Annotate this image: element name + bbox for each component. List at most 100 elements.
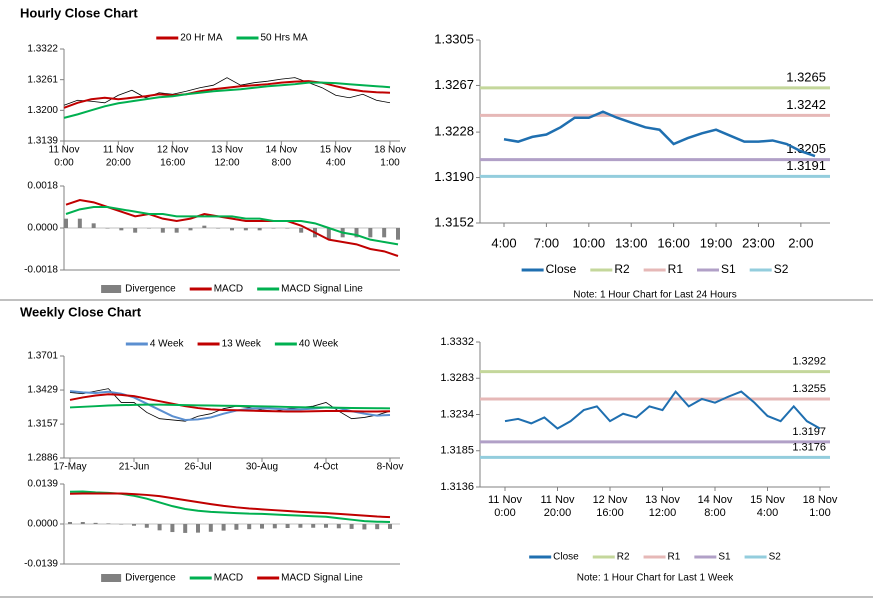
level-label: 1.3205 xyxy=(786,141,826,156)
y-tick-label: 1.3234 xyxy=(440,408,474,420)
legend-label: Close xyxy=(546,262,577,276)
x-tick-label: 11 Nov xyxy=(103,145,134,156)
divergence-bar xyxy=(174,228,179,233)
x-tick-label: 4:00 xyxy=(491,235,516,250)
y-tick-label: 1.3261 xyxy=(27,74,58,85)
legend-label: S1 xyxy=(718,552,731,563)
y-tick-label: 1.2886 xyxy=(27,453,58,464)
divergence-bar xyxy=(183,524,188,533)
legend-label: 13 Week xyxy=(222,339,262,350)
legend-label: MACD Signal Line xyxy=(281,573,363,584)
x-tick-label: 12 Nov xyxy=(593,494,628,506)
x-tick-label: 30-Aug xyxy=(246,462,278,473)
legend-label: S2 xyxy=(774,262,789,276)
divergence-bar xyxy=(208,524,213,532)
divergence-bar xyxy=(170,524,175,533)
x-tick-label: 13 Nov xyxy=(211,145,243,156)
level-label: 1.3255 xyxy=(792,383,826,395)
divergence-bar xyxy=(160,228,165,233)
x-tick-label: 15 Nov xyxy=(320,145,352,156)
series-line xyxy=(69,403,391,410)
series-line xyxy=(63,80,391,109)
y-tick-label: 1.3429 xyxy=(27,385,58,396)
x-tick-label: 2:00 xyxy=(788,235,813,250)
divergence-bar xyxy=(188,228,193,231)
x-tick-label: 12:00 xyxy=(649,507,677,519)
chart-note: Note: 1 Hour Chart for Last 1 Week xyxy=(577,573,735,584)
x-tick-label: 10:00 xyxy=(573,235,606,250)
x-tick-label: 8:00 xyxy=(272,158,292,169)
divergence-bar xyxy=(257,228,262,231)
close-line xyxy=(69,388,391,422)
legend-label: S2 xyxy=(769,552,782,563)
x-tick-label: 4:00 xyxy=(326,158,346,169)
legend-swatch xyxy=(101,574,122,582)
x-tick-label: 14 Nov xyxy=(698,494,733,506)
divergence-bar xyxy=(216,228,221,229)
legend: Close R2 R1 S1 S2 xyxy=(521,262,789,276)
x-tick-label: 4:00 xyxy=(757,507,778,519)
x-tick-label: 8-Nov xyxy=(377,462,404,473)
x-tick-label: 26-Jul xyxy=(184,462,211,473)
level-label: 1.3197 xyxy=(792,426,826,438)
legend-label: Divergence xyxy=(125,284,176,295)
y-tick-label: -0.0139 xyxy=(24,559,58,570)
divergence-bar xyxy=(243,228,248,231)
legend-label: Divergence xyxy=(125,573,176,584)
divergence-bar xyxy=(221,524,226,531)
divergence-bar xyxy=(144,524,149,528)
legend-label: 50 Hrs MA xyxy=(261,33,309,44)
x-tick-label: 20:00 xyxy=(106,158,131,169)
divergence-bar xyxy=(106,523,111,524)
divergence-bar xyxy=(80,521,85,524)
legend-label: R1 xyxy=(668,552,681,563)
x-tick-label: 16:00 xyxy=(596,507,624,519)
x-tick-label: 11 Nov xyxy=(49,145,80,156)
x-tick-label: 1:00 xyxy=(809,507,830,519)
divergence-bar xyxy=(362,524,367,530)
legend-label: MACD xyxy=(214,284,243,295)
x-tick-label: 8:00 xyxy=(704,507,725,519)
x-tick-label: 13:00 xyxy=(615,235,648,250)
y-tick-label: 1.3267 xyxy=(434,77,474,92)
legend-label: Close xyxy=(553,552,579,563)
chart-title: Weekly Close Chart xyxy=(20,304,142,319)
divergence-bar xyxy=(298,524,303,528)
x-tick-label: 15 Nov xyxy=(750,494,785,506)
series-line xyxy=(503,110,816,158)
legend-label: MACD Signal Line xyxy=(281,284,363,295)
y-tick-label: 0.0139 xyxy=(27,479,58,490)
x-tick-label: 0:00 xyxy=(494,507,515,519)
y-tick-label: 0.0018 xyxy=(27,181,58,192)
divergence-bar xyxy=(196,524,200,533)
x-tick-label: 16:00 xyxy=(160,158,185,169)
legend-label: MACD xyxy=(214,573,243,584)
divergence-bar xyxy=(326,228,331,240)
y-tick-label: 1.3152 xyxy=(434,214,474,229)
x-tick-label: 11 Nov xyxy=(488,494,523,506)
legend-label: R1 xyxy=(668,262,684,276)
divergence-bar xyxy=(396,228,400,240)
divergence-bar xyxy=(119,524,124,525)
divergence-bar xyxy=(324,524,328,528)
y-tick-label: 1.3332 xyxy=(440,336,474,348)
level-label: 1.3292 xyxy=(792,355,826,367)
divergence-bar xyxy=(375,524,380,530)
y-tick-label: 1.3701 xyxy=(27,351,58,362)
x-tick-label: 7:00 xyxy=(534,235,559,250)
divergence-bar xyxy=(91,223,96,228)
x-tick-label: 12:00 xyxy=(214,158,239,169)
legend: Close R2 R1 S1 S2 xyxy=(529,552,781,563)
divergence-bar xyxy=(285,524,290,529)
divergence-bar xyxy=(388,524,392,529)
x-tick-label: 19:00 xyxy=(700,235,733,250)
x-tick-label: 21-Jun xyxy=(119,462,150,473)
divergence-bar xyxy=(93,522,98,524)
y-tick-label: 1.3283 xyxy=(440,372,474,384)
legend: Divergence MACD MACD Signal Line xyxy=(101,573,363,584)
y-tick-label: 1.3157 xyxy=(27,419,58,430)
legend: 4 Week 13 Week 40 Week xyxy=(125,339,339,350)
y-tick-label: 0.0000 xyxy=(27,519,58,530)
series-line xyxy=(504,389,821,430)
